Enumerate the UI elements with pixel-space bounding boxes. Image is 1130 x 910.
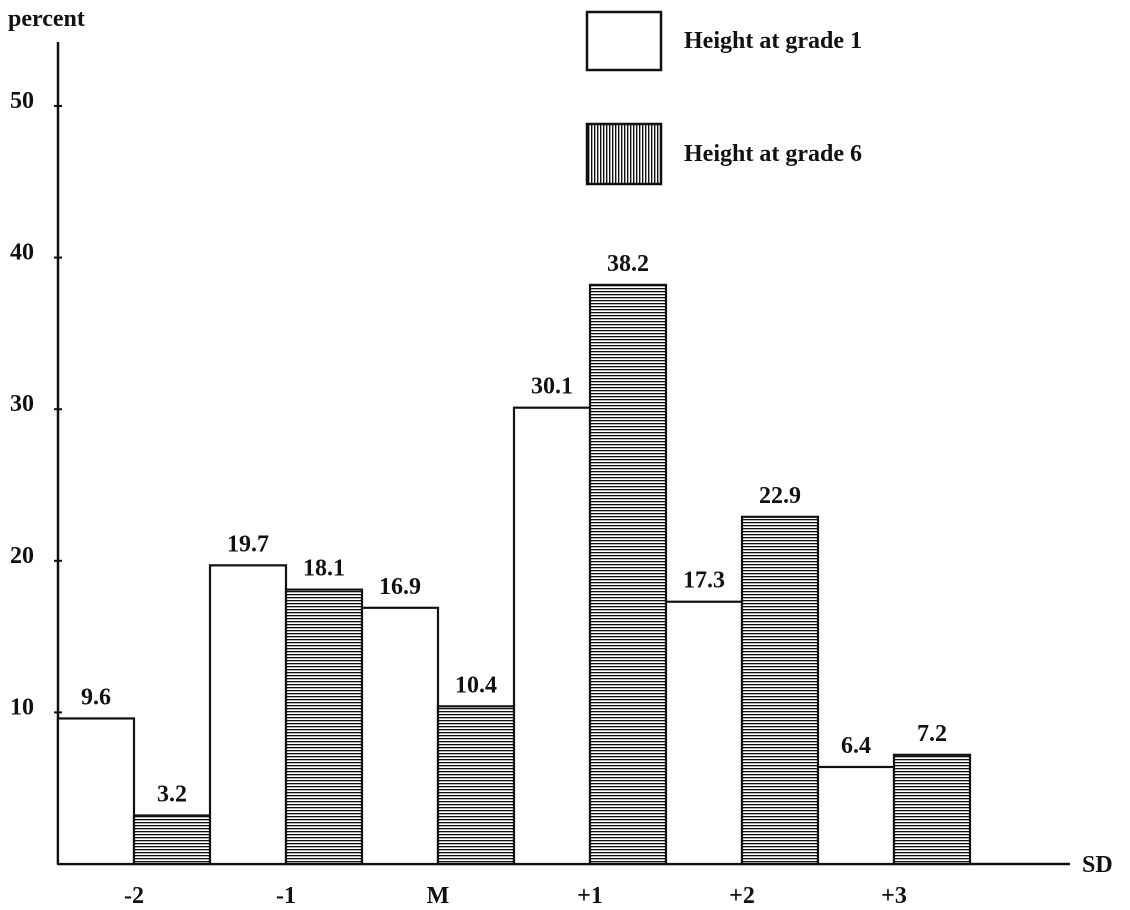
- legend: Height at grade 1 Height at grade 6: [585, 10, 862, 186]
- bar-grade-6: [892, 753, 972, 866]
- bar-value-label: 7.2: [917, 721, 947, 747]
- y-tick-label: 10: [10, 694, 34, 720]
- bar-value-label: 17.3: [683, 568, 725, 594]
- bar-grade-6: [436, 705, 516, 866]
- bar-value-label: 38.2: [607, 251, 649, 277]
- bar-grade-6: [284, 588, 364, 866]
- y-tick-label: 20: [10, 543, 34, 569]
- x-axis-label: SD: [1082, 852, 1113, 878]
- y-tick-label: 50: [10, 88, 34, 114]
- bar-grade-6: [740, 515, 820, 866]
- bar-value-label: 16.9: [379, 574, 421, 600]
- bar-value-label: 3.2: [157, 781, 187, 807]
- bar-value-label: 22.9: [759, 483, 801, 509]
- bar-grade-1: [360, 606, 440, 866]
- x-tick-label: +2: [729, 883, 755, 909]
- bar-grade-1: [208, 564, 288, 866]
- bar-grade-6: [132, 814, 212, 866]
- bar-value-label: 6.4: [841, 733, 871, 759]
- x-tick-label: +3: [881, 883, 907, 909]
- y-tick-label: 40: [10, 240, 34, 266]
- bar-value-label: 18.1: [303, 556, 345, 582]
- bar-value-label: 30.1: [531, 374, 573, 400]
- x-tick-label: M: [427, 883, 450, 909]
- bar-value-label: 10.4: [455, 672, 497, 698]
- y-tick-label: 30: [10, 391, 34, 417]
- bar-value-label: 9.6: [81, 684, 111, 710]
- bar-grade-6: [588, 283, 668, 866]
- legend-label-grade-1: Height at grade 1: [684, 28, 862, 54]
- legend-swatch-grade-1: [585, 10, 663, 72]
- bar-grade-1: [816, 765, 896, 866]
- y-axis-label: percent: [8, 6, 85, 32]
- bar-grade-1: [56, 717, 136, 866]
- x-tick-label: +1: [577, 883, 603, 909]
- bar-grade-1: [664, 600, 744, 866]
- x-tick-label: -2: [124, 883, 144, 909]
- bar-value-label: 19.7: [227, 531, 269, 557]
- bar-grade-1: [512, 406, 592, 866]
- legend-label-grade-6: Height at grade 6: [684, 141, 862, 167]
- legend-swatch-grade-6: [585, 122, 663, 186]
- x-tick-label: -1: [276, 883, 296, 909]
